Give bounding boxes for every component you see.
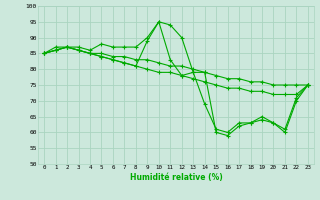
X-axis label: Humidité relative (%): Humidité relative (%) <box>130 173 222 182</box>
